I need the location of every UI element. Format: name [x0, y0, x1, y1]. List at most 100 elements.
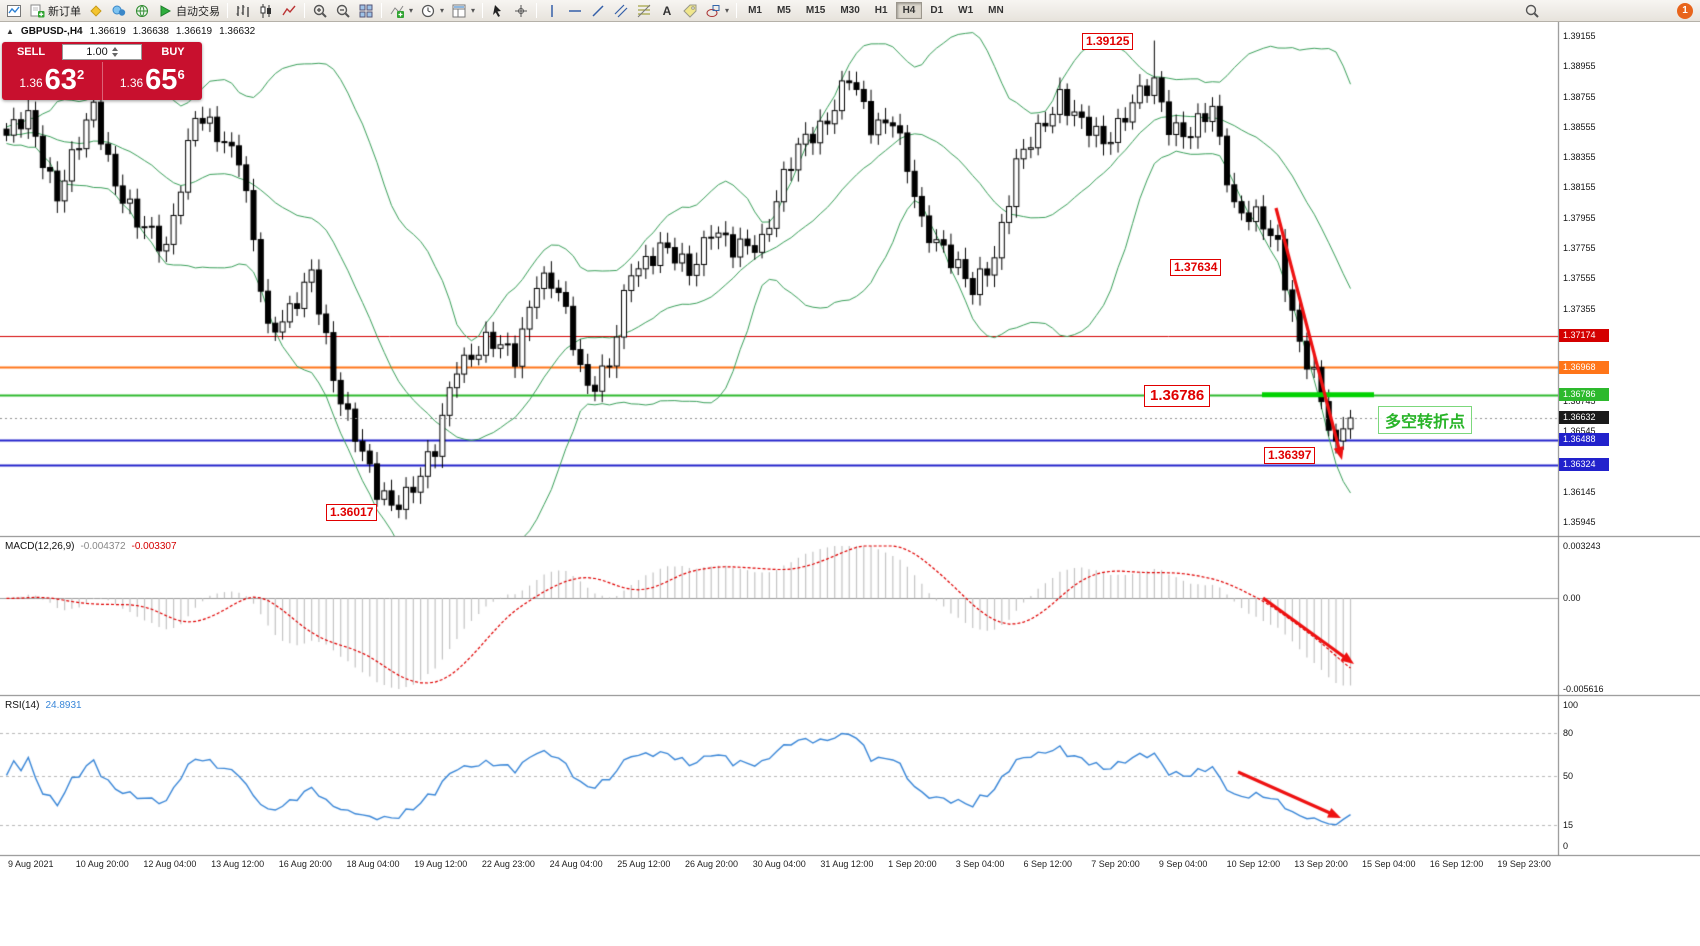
zoom-out-icon [335, 3, 351, 19]
chart-line-button[interactable] [278, 1, 300, 21]
price-chart-canvas[interactable] [0, 22, 1700, 946]
timeframe-m30-button[interactable]: M30 [833, 2, 866, 19]
shapes-icon [705, 3, 721, 19]
rsi-axis-label: 80 [1563, 728, 1574, 739]
trendline-icon [590, 3, 606, 19]
timeframe-h4-button[interactable]: H4 [895, 2, 923, 19]
price-axis-label: 1.38955 [1563, 61, 1596, 72]
timeframe-m5-button[interactable]: M5 [770, 2, 798, 19]
time-axis-label: 10 Aug 20:00 [75, 859, 129, 869]
chart-candlesticks-button[interactable] [255, 1, 277, 21]
timeframe-w1-button[interactable]: W1 [951, 2, 980, 19]
current-price-badge: 1.36632 [1559, 411, 1609, 425]
timeframe-h1-button[interactable]: H1 [868, 2, 895, 19]
zoom-in-button[interactable] [309, 1, 331, 21]
sell-price[interactable]: 1.36 63 2 [2, 62, 103, 100]
time-axis-label: 6 Sep 12:00 [1023, 859, 1073, 869]
price-label-annotation[interactable]: 1.36397 [1264, 447, 1316, 464]
sell-button[interactable]: SELL [2, 42, 60, 62]
price-axis-label: 1.37355 [1563, 303, 1596, 314]
templates-button[interactable]: ▾ [448, 1, 478, 21]
vertical-line-button[interactable] [541, 1, 563, 21]
time-axis-label: 18 Aug 04:00 [346, 859, 400, 869]
svg-text:A: A [663, 4, 672, 18]
macd-indicator-label: MACD(12,26,9) -0.004372 -0.003307 [5, 541, 177, 552]
horizontal-line-button[interactable] [564, 1, 586, 21]
sell-price-point: 2 [76, 67, 85, 82]
time-axis-label: 24 Aug 04:00 [549, 859, 603, 869]
notification-badge[interactable]: 1 [1677, 2, 1693, 19]
search-button[interactable] [1521, 1, 1543, 21]
template-icon [451, 3, 467, 19]
time-axis-label: 19 Sep 23:00 [1497, 859, 1551, 869]
linechart-icon [281, 3, 297, 19]
volume-value[interactable]: 1.00 [86, 46, 108, 58]
time-axis-label: 13 Aug 12:00 [211, 859, 265, 869]
chart-window-icon [6, 3, 22, 19]
toolbar-separator [304, 3, 305, 18]
new-chart-button[interactable] [3, 1, 25, 21]
collapse-panel-icon[interactable]: ▲ [6, 27, 14, 36]
diamond-icon [88, 3, 104, 19]
cursor-button[interactable] [487, 1, 509, 21]
dropdown-arrow-icon[interactable]: ▾ [440, 6, 445, 15]
tile-windows-button[interactable] [355, 1, 377, 21]
time-axis-label: 25 Aug 12:00 [617, 859, 671, 869]
timeframe-m1-button[interactable]: M1 [741, 2, 769, 19]
buy-price-prefix: 1.36 [119, 76, 144, 90]
text-label-button[interactable] [679, 1, 701, 21]
price-label-annotation[interactable]: 1.37634 [1170, 259, 1222, 276]
time-axis-label: 30 Aug 04:00 [752, 859, 806, 869]
autotrading-button[interactable]: 自动交易 [154, 1, 223, 21]
time-axis-label: 19 Aug 12:00 [414, 859, 468, 869]
rsi-name: RSI(14) [5, 700, 40, 711]
time-axis-label: 3 Sep 04:00 [955, 859, 1005, 869]
main-toolbar: 新订单 自动交易 ▾ ▾ ▾ A ▾ M1 M5 M15 M30 H1 H4 D1 W1 MN 1 [0, 0, 1700, 22]
zoom-out-button[interactable] [332, 1, 354, 21]
timeframe-m15-button[interactable]: M15 [799, 2, 832, 19]
mql5-market-button[interactable] [85, 1, 107, 21]
macd-axis-label: 0.003243 [1563, 541, 1601, 551]
volume-input[interactable]: 1.00 [62, 44, 142, 60]
candles-icon [258, 3, 274, 19]
buy-button[interactable]: BUY [144, 42, 202, 62]
toolbar-right-group: 1 [1521, 1, 1693, 21]
chart-bars-button[interactable] [232, 1, 254, 21]
rsi-axis-label: 100 [1563, 700, 1579, 710]
textA-icon: A [659, 3, 675, 19]
timeframe-mn-button[interactable]: MN [981, 2, 1011, 19]
sell-price-prefix: 1.36 [19, 76, 43, 90]
new-order-button[interactable]: 新订单 [26, 1, 84, 21]
price-label-annotation[interactable]: 1.36017 [326, 504, 378, 521]
chat-button[interactable] [108, 1, 130, 21]
indicators-icon [389, 3, 405, 19]
fibonacci-button[interactable] [633, 1, 655, 21]
toolbar-separator [227, 3, 228, 18]
time-axis-label: 10 Sep 12:00 [1226, 859, 1281, 869]
crosshair-button[interactable] [510, 1, 532, 21]
price-label-annotation[interactable]: 1.39125 [1082, 33, 1134, 50]
indicators-button[interactable]: ▾ [386, 1, 416, 21]
price-label-annotation[interactable]: 1.36786 [1144, 385, 1211, 407]
macd-value-signal: -0.003307 [131, 541, 177, 552]
macd-axis-label: 0.00 [1563, 593, 1581, 604]
trendline-button[interactable] [587, 1, 609, 21]
time-axis-label: 26 Aug 20:00 [685, 859, 739, 869]
dropdown-arrow-icon[interactable]: ▾ [409, 6, 414, 15]
text-button[interactable]: A [656, 1, 678, 21]
price-axis-label: 1.38755 [1563, 91, 1596, 102]
community-button[interactable] [131, 1, 153, 21]
time-axis-label: 7 Sep 20:00 [1091, 859, 1140, 869]
dropdown-arrow-icon[interactable]: ▾ [471, 6, 476, 15]
buy-price[interactable]: 1.36 65 6 [103, 62, 203, 100]
equidistant-channel-button[interactable] [610, 1, 632, 21]
time-axis-label: 15 Sep 04:00 [1362, 859, 1416, 869]
turning-point-text-annotation[interactable]: 多空转折点 [1378, 406, 1473, 434]
periods-button[interactable]: ▾ [417, 1, 447, 21]
timeframe-d1-button[interactable]: D1 [923, 2, 950, 19]
dropdown-arrow-icon[interactable]: ▾ [725, 6, 730, 15]
price-axis-label: 1.38555 [1563, 121, 1596, 132]
volume-stepper[interactable] [111, 47, 118, 57]
price-line-badge: 1.36488 [1559, 433, 1609, 447]
shapes-button[interactable]: ▾ [702, 1, 732, 21]
